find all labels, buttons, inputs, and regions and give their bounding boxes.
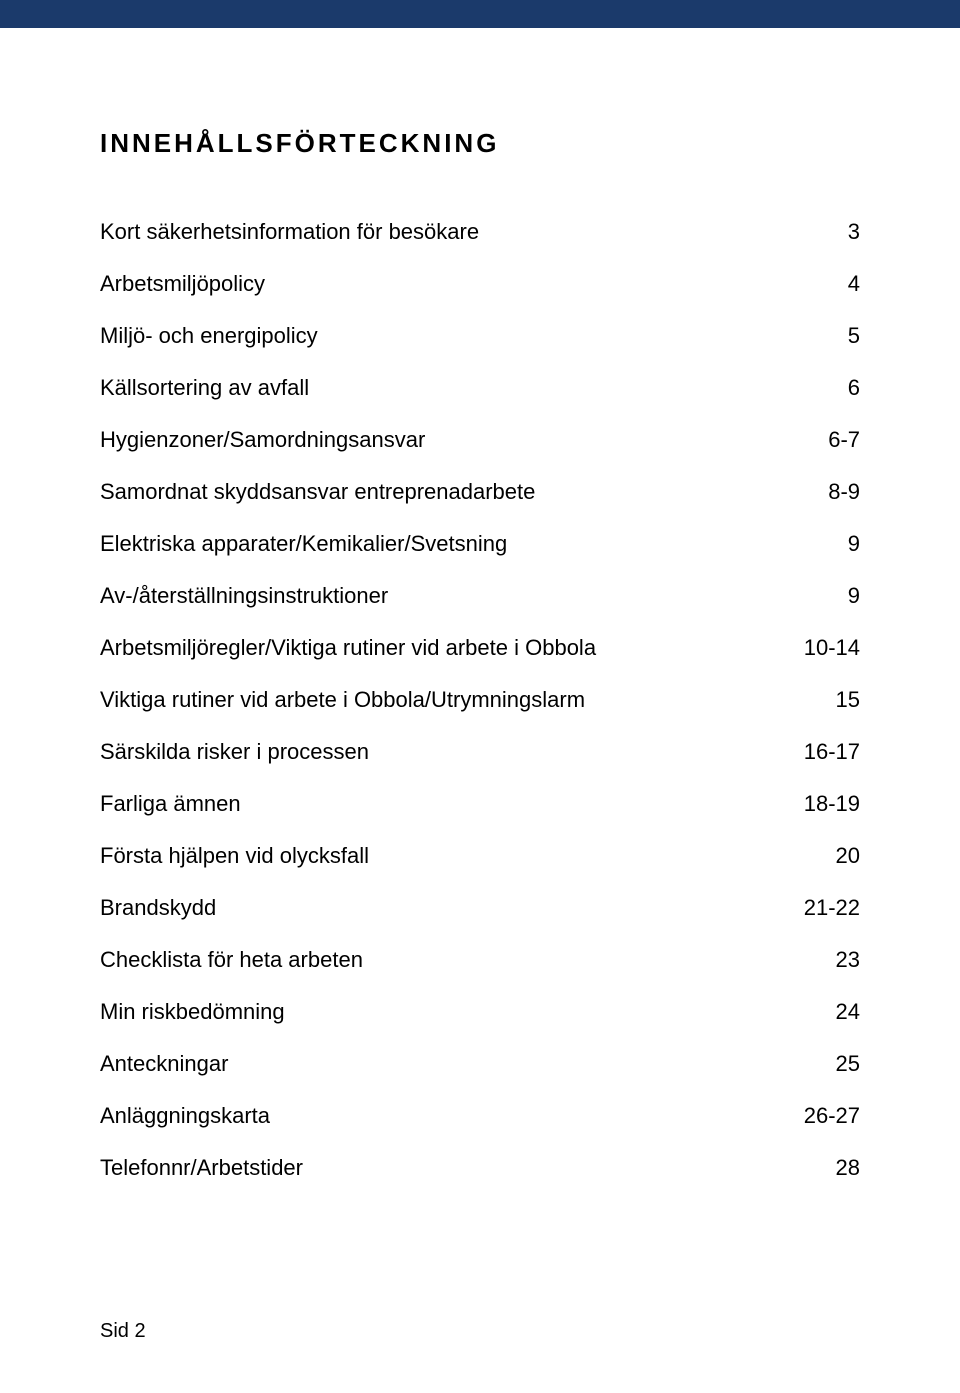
toc-label: Telefonnr/Arbetstider xyxy=(100,1155,303,1181)
toc-label: Hygienzoner/Samordningsansvar xyxy=(100,427,425,453)
toc-label: Anläggningskarta xyxy=(100,1103,270,1129)
toc-label: Första hjälpen vid olycksfall xyxy=(100,843,369,869)
content-area: INNEHÅLLSFÖRTECKNING Kort säkerhetsinfor… xyxy=(0,28,960,1181)
toc-label: Checklista för heta arbeten xyxy=(100,947,363,973)
toc-label: Viktiga rutiner vid arbete i Obbola/Utry… xyxy=(100,687,585,713)
toc-label: Arbetsmiljöregler/Viktiga rutiner vid ar… xyxy=(100,635,596,661)
toc-page: 23 xyxy=(790,947,860,973)
toc-item: Brandskydd 21-22 xyxy=(100,895,860,921)
page-title: INNEHÅLLSFÖRTECKNING xyxy=(100,128,860,159)
toc-label: Min riskbedömning xyxy=(100,999,285,1025)
toc-label: Anteckningar xyxy=(100,1051,228,1077)
toc-item: Miljö- och energipolicy 5 xyxy=(100,323,860,349)
toc-label: Farliga ämnen xyxy=(100,791,241,817)
toc-page: 24 xyxy=(790,999,860,1025)
toc-label: Arbetsmiljöpolicy xyxy=(100,271,265,297)
header-bar xyxy=(0,0,960,28)
toc-page: 21-22 xyxy=(790,895,860,921)
toc-item: Anteckningar 25 xyxy=(100,1051,860,1077)
toc-page: 6-7 xyxy=(790,427,860,453)
toc-page: 8-9 xyxy=(790,479,860,505)
toc-label: Samordnat skyddsansvar entreprenadarbete xyxy=(100,479,535,505)
toc-page: 16-17 xyxy=(790,739,860,765)
toc-item: Checklista för heta arbeten 23 xyxy=(100,947,860,973)
page-number: Sid 2 xyxy=(100,1320,146,1343)
toc-page: 25 xyxy=(790,1051,860,1077)
toc-label: Särskilda risker i processen xyxy=(100,739,369,765)
toc-page: 3 xyxy=(790,219,860,245)
toc-label: Miljö- och energipolicy xyxy=(100,323,318,349)
toc-label: Brandskydd xyxy=(100,895,216,921)
toc-page: 18-19 xyxy=(790,791,860,817)
toc-item: Hygienzoner/Samordningsansvar 6-7 xyxy=(100,427,860,453)
toc-item: Elektriska apparater/Kemikalier/Svetsnin… xyxy=(100,531,860,557)
toc-item: Farliga ämnen 18-19 xyxy=(100,791,860,817)
toc-item: Särskilda risker i processen 16-17 xyxy=(100,739,860,765)
toc-page: 5 xyxy=(790,323,860,349)
toc-page: 20 xyxy=(790,843,860,869)
toc-item: Min riskbedömning 24 xyxy=(100,999,860,1025)
toc-page: 15 xyxy=(790,687,860,713)
toc-page: 9 xyxy=(790,583,860,609)
toc-label: Källsortering av avfall xyxy=(100,375,309,401)
toc-label: Kort säkerhetsinformation för besökare xyxy=(100,219,479,245)
toc-item: Kort säkerhetsinformation för besökare 3 xyxy=(100,219,860,245)
toc-item: Samordnat skyddsansvar entreprenadarbete… xyxy=(100,479,860,505)
toc-item: Anläggningskarta 26-27 xyxy=(100,1103,860,1129)
toc-page: 28 xyxy=(790,1155,860,1181)
toc-page: 4 xyxy=(790,271,860,297)
toc-item: Första hjälpen vid olycksfall 20 xyxy=(100,843,860,869)
toc-page: 10-14 xyxy=(790,635,860,661)
toc-item: Telefonnr/Arbetstider 28 xyxy=(100,1155,860,1181)
toc-item: Arbetsmiljöpolicy 4 xyxy=(100,271,860,297)
toc-page: 26-27 xyxy=(790,1103,860,1129)
toc-page: 6 xyxy=(790,375,860,401)
toc-list: Kort säkerhetsinformation för besökare 3… xyxy=(100,219,860,1181)
toc-item: Arbetsmiljöregler/Viktiga rutiner vid ar… xyxy=(100,635,860,661)
toc-item: Källsortering av avfall 6 xyxy=(100,375,860,401)
toc-label: Av-/återställningsinstruktioner xyxy=(100,583,388,609)
toc-label: Elektriska apparater/Kemikalier/Svetsnin… xyxy=(100,531,507,557)
toc-page: 9 xyxy=(790,531,860,557)
toc-item: Viktiga rutiner vid arbete i Obbola/Utry… xyxy=(100,687,860,713)
toc-item: Av-/återställningsinstruktioner 9 xyxy=(100,583,860,609)
